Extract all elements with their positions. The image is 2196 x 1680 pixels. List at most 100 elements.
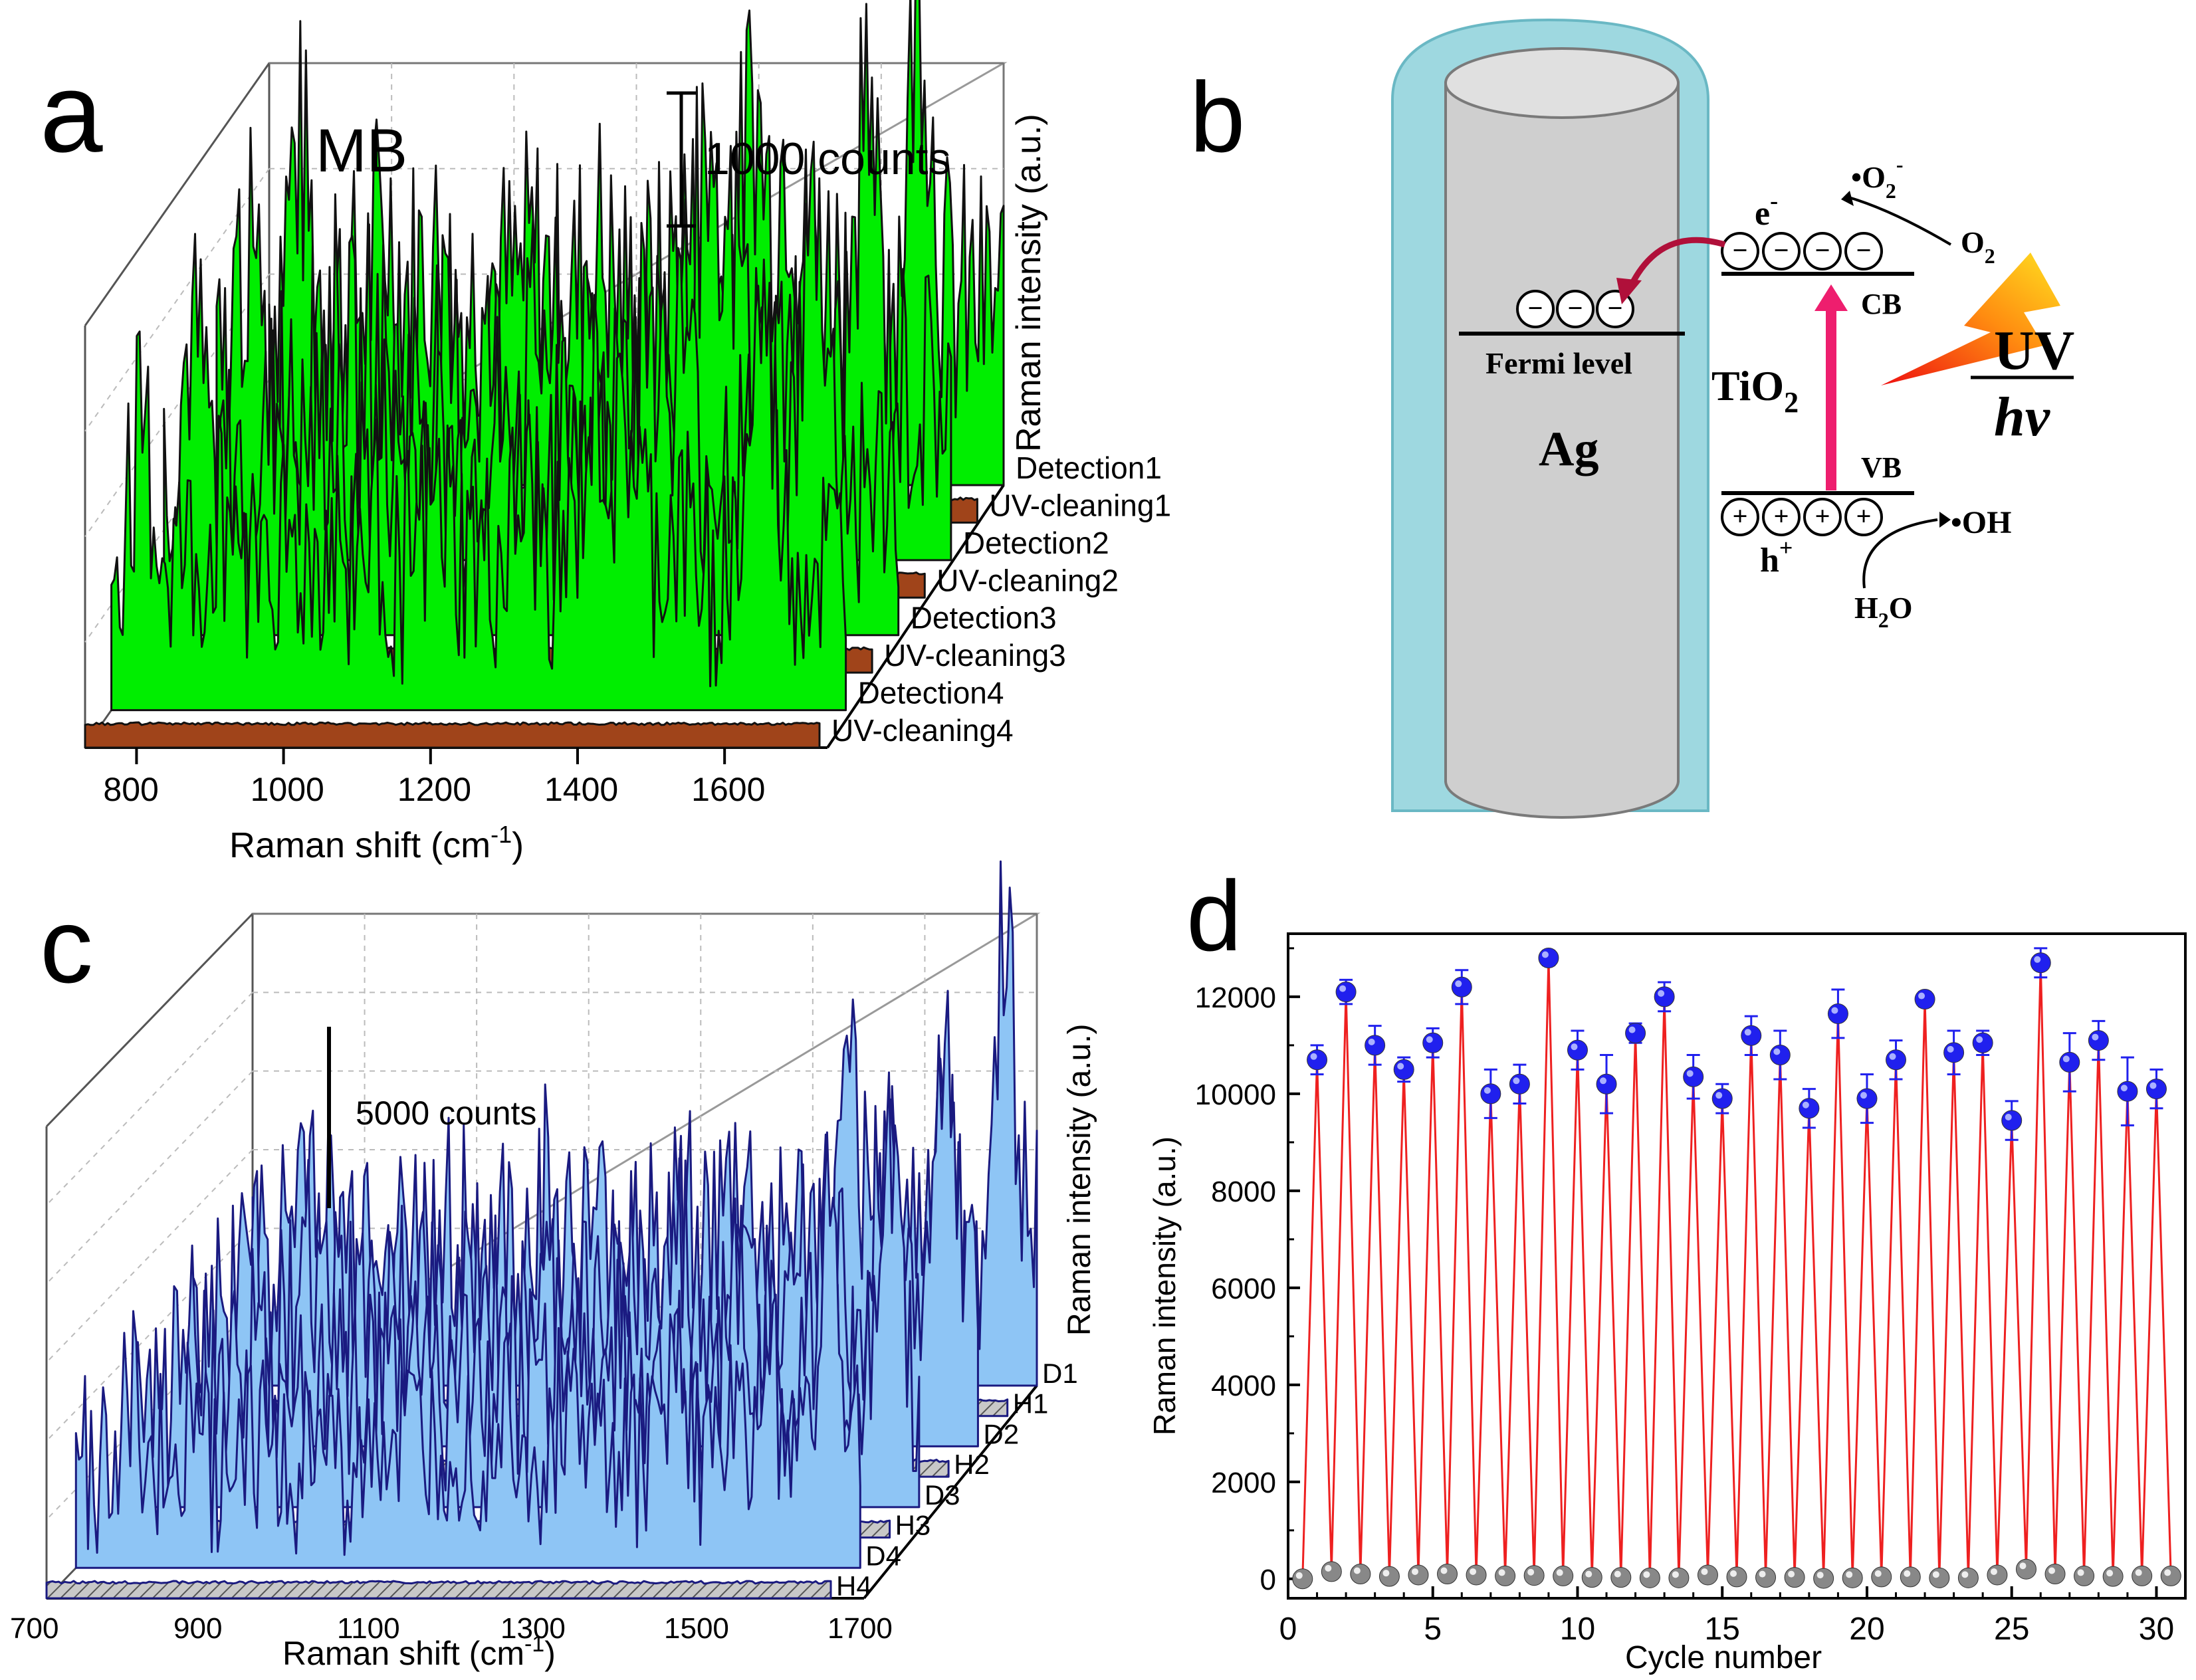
detection-highlight	[1686, 1070, 1694, 1077]
panel-c-x-axis-label-close: )	[544, 1635, 556, 1672]
cb-label: CB	[1861, 288, 1902, 320]
detection-point	[1741, 1025, 1762, 1046]
cleaning-point	[1668, 1567, 1690, 1588]
panel-d: d 0 5 10 15 20 25 30 0 2000 4000 6000 8000 10000 1200…	[1147, 860, 2187, 1675]
panel-d-axes: 0 5 10 15 20 25 30 0 2000 4000 6000 8000 10000 12000	[1195, 947, 2174, 1647]
series-D3	[134, 1071, 921, 1509]
panel-d-plot-area	[1287, 932, 2187, 1600]
detection-point	[1567, 1039, 1588, 1061]
cleaning-highlight	[1643, 1571, 1650, 1578]
vb-hole-symbol: +	[1732, 501, 1747, 531]
vb-hole-circle	[1762, 498, 1801, 536]
series-label-D4: D4	[865, 1540, 901, 1571]
panel-d-points	[1292, 947, 2181, 1590]
cleaning-highlight	[1556, 1569, 1563, 1576]
panel-a-series-labels: Detection1UV-cleaning1Detection2UV-clean…	[831, 451, 1171, 748]
detection-highlight	[1571, 1043, 1578, 1051]
cleaning-highlight	[2106, 1570, 2114, 1577]
x-tick-label-30: 30	[2139, 1612, 2174, 1647]
uv-lightning-icon	[1881, 253, 2060, 385]
series-label-Detection3: Detection3	[911, 601, 1057, 635]
cleaning-point	[1726, 1566, 1747, 1588]
cleaning-point	[1755, 1567, 1777, 1588]
detection-point	[1683, 1066, 1704, 1087]
x-tick-label-25: 25	[1994, 1612, 2029, 1647]
x-tick-label-0: 0	[1279, 1612, 1297, 1647]
series-label-UV-cleaning1: UV-cleaning1	[989, 488, 1171, 522]
x-tick-label-1400: 1400	[544, 771, 618, 808]
cleaning-highlight	[1701, 1568, 1708, 1575]
detection-point	[1625, 1023, 1646, 1044]
panel-a-x-axis-label-main: Raman shift (cm	[229, 825, 491, 865]
vb-label: VB	[1861, 451, 1902, 484]
detection-highlight	[1628, 1026, 1636, 1033]
series-label-UV-cleaning2: UV-cleaning2	[936, 563, 1119, 597]
cleaning-point	[1900, 1566, 1921, 1588]
x-tick-label-1300: 1300	[500, 1612, 566, 1645]
tio2-label: TiO2	[1711, 362, 1799, 419]
water-label: H2O	[1854, 591, 1913, 632]
cleaning-point	[2160, 1565, 2181, 1586]
fermi-electron-circle	[1556, 290, 1594, 328]
cleaning-point	[1813, 1568, 1834, 1589]
cleaning-point	[1292, 1568, 1313, 1590]
superoxide-label-sup: -	[1896, 152, 1904, 176]
cleaning-highlight	[1932, 1571, 1939, 1578]
detection-point	[1422, 1032, 1444, 1053]
panel-c-series	[45, 860, 1038, 1600]
detection-point	[2088, 1030, 2109, 1051]
cleaning-point	[2015, 1558, 2036, 1580]
fermi-electron-symbol: −	[1607, 293, 1622, 323]
detection-highlight	[1658, 990, 1665, 997]
right-floor-edge	[863, 1384, 1038, 1600]
cleaning-highlight	[1353, 1567, 1361, 1574]
detection-highlight	[2062, 1055, 2070, 1063]
y-tick-label-0: 0	[1260, 1564, 1276, 1596]
detection-highlight	[2005, 1114, 2012, 1121]
panel-c-x-axis-label-sup: -1	[524, 1631, 544, 1657]
ag-core	[1444, 82, 1680, 782]
series-D4	[74, 1131, 861, 1569]
cleaning-highlight	[1759, 1570, 1766, 1578]
detection-highlight	[1368, 1038, 1375, 1045]
water-reaction-arrow-head	[1939, 512, 1951, 528]
vb-holes: + + + +	[1721, 498, 1883, 536]
fermi-electron-symbol: −	[1567, 293, 1583, 323]
series-label-Detection2: Detection2	[963, 526, 1109, 560]
x-tick-label-700: 700	[10, 1612, 58, 1645]
series-H4	[45, 1580, 832, 1600]
panel-d-y-axis-label: Raman intensity (a.u.)	[1147, 1136, 1182, 1435]
detection-point	[1943, 1042, 1965, 1063]
vb-hole-circle	[1844, 498, 1883, 536]
electron-label: e-	[1755, 187, 1778, 233]
detection-point	[1480, 1083, 1501, 1104]
cleaning-highlight	[1730, 1570, 1737, 1577]
series-label-D2: D2	[983, 1418, 1019, 1449]
series-label-Detection1: Detection1	[1016, 451, 1162, 485]
detection-point	[1972, 1032, 1993, 1053]
series-label-UV-cleaning3: UV-cleaning3	[884, 638, 1066, 673]
detection-point	[1886, 1049, 1907, 1071]
hydroxyl-label: •OH	[1951, 505, 2011, 540]
oxygen-label-main: O	[1961, 225, 1985, 259]
water-reaction-arrow	[1862, 518, 1938, 589]
water-label-main: H	[1854, 591, 1878, 625]
x-tick-label-900: 900	[173, 1612, 222, 1645]
cleaning-point	[1495, 1565, 1516, 1586]
detection-point	[2059, 1051, 2080, 1073]
y-tick-label-8000: 8000	[1211, 1176, 1276, 1208]
cleaning-point	[2102, 1566, 2124, 1587]
cleaning-point	[1639, 1567, 1660, 1588]
hole-label-main: h	[1760, 542, 1779, 579]
detection-highlight	[1513, 1077, 1520, 1085]
fermi-level-label: Fermi level	[1485, 346, 1632, 380]
panel-a-x-axis-label-sup: -1	[491, 821, 512, 848]
cb-electron-symbol: −	[1773, 235, 1789, 265]
detection-highlight	[1802, 1101, 1809, 1108]
y-tick-label-4000: 4000	[1211, 1370, 1276, 1402]
detection-highlight	[2034, 956, 2041, 963]
detection-highlight	[1744, 1029, 1751, 1036]
o2-reaction-arrow	[1850, 197, 1952, 246]
